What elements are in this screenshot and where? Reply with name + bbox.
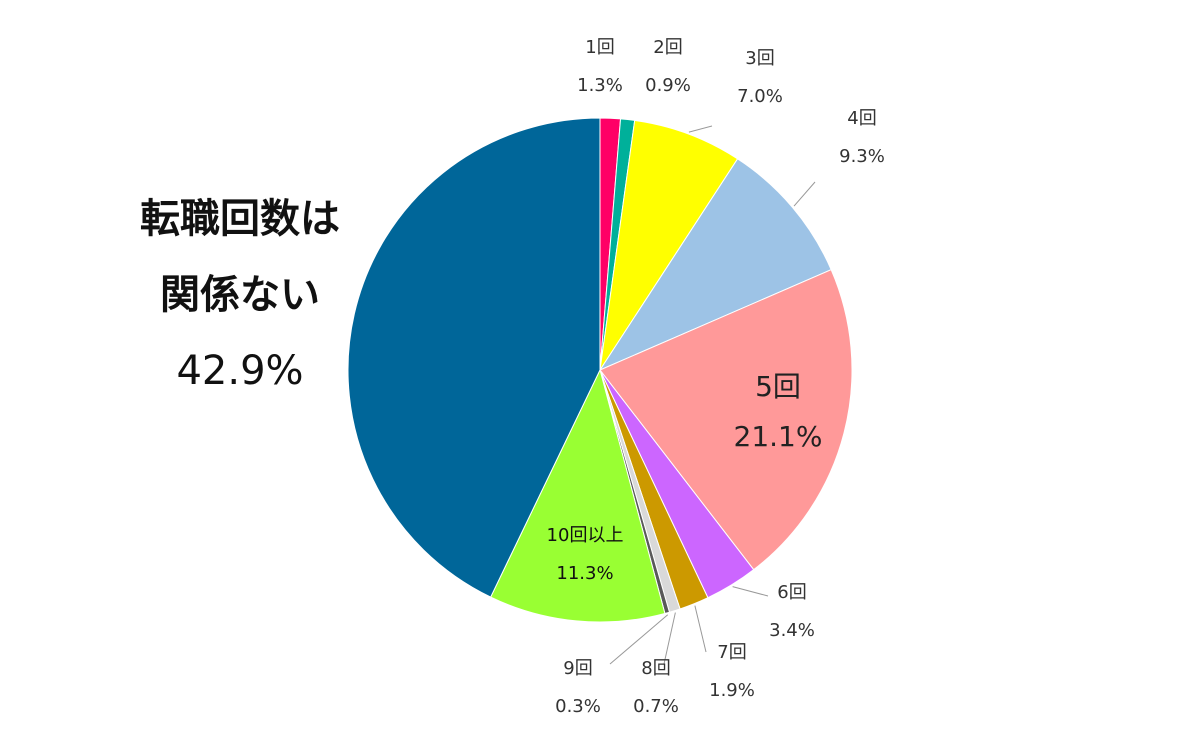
slice-label: 転職回数は関係ない 42.9% (125, 181, 355, 409)
category-label: 8回 (641, 658, 671, 679)
leader-line (694, 605, 707, 653)
pie-slice (599, 119, 739, 371)
value-label: 0.3% (555, 696, 601, 717)
value-label: 7.0% (737, 86, 783, 107)
pie-slice (598, 158, 832, 372)
category-label: 2回 (653, 37, 683, 58)
value-label: 3.4% (769, 620, 815, 641)
category-label: 4回 (847, 108, 877, 129)
leader-line (663, 612, 676, 665)
slice-label: 3回 7.0% (737, 40, 783, 116)
leader-line (793, 181, 816, 207)
value-label: 11.3% (556, 563, 614, 584)
category-label: 6回 (777, 582, 807, 603)
pie-slice (599, 268, 853, 571)
pie-slice (489, 368, 666, 623)
value-label: 9.3% (839, 146, 885, 167)
slice-label: 4回 9.3% (839, 100, 885, 176)
value-label: 21.1% (733, 420, 823, 453)
slice-label: 7回 1.9% (709, 634, 755, 710)
pie-slice (347, 117, 601, 598)
leader-line (688, 125, 713, 133)
leader-line (609, 614, 669, 665)
category-label: 9回 (563, 658, 593, 679)
slice-label: 5回 21.1% (734, 362, 823, 462)
slice-label: 10回以上 11.3% (547, 517, 624, 593)
slice-label: 1回 1.3% (577, 29, 623, 105)
category-label: 7回 (717, 642, 747, 663)
category-label: 10回以上 (546, 525, 624, 546)
category-label: 転職回数は関係ない (140, 196, 340, 318)
slice-label: 8回 0.7% (633, 650, 679, 726)
value-label: 1.9% (709, 680, 755, 701)
value-label: 0.9% (645, 75, 691, 96)
slice-label: 2回 0.9% (645, 29, 691, 105)
value-label: 1.3% (577, 75, 623, 96)
slice-label: 9回 0.3% (555, 650, 601, 726)
category-label: 1回 (585, 37, 615, 58)
category-label: 3回 (745, 48, 775, 69)
category-label: 5回 (755, 370, 801, 403)
value-label: 42.9% (176, 348, 304, 394)
slice-label: 6回 3.4% (769, 574, 815, 650)
value-label: 0.7% (633, 696, 679, 717)
leader-line (732, 586, 769, 597)
